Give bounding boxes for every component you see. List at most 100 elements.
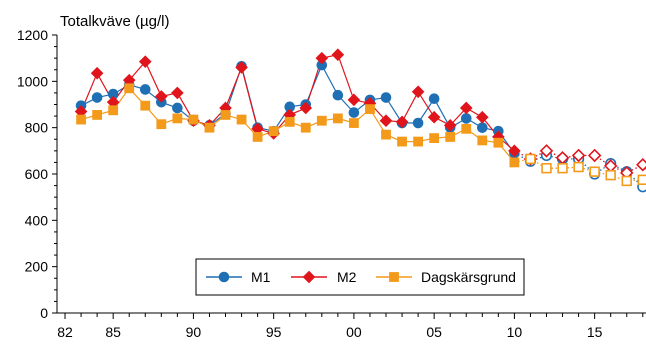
x-tick-label: 85 xyxy=(105,324,121,340)
series-2-point xyxy=(445,132,456,142)
series-2-point xyxy=(397,136,407,147)
series-0-point xyxy=(428,93,440,105)
series-1-point xyxy=(475,110,489,124)
legend-item-2: Dagskärsgrund xyxy=(376,269,516,285)
series-0-point xyxy=(348,107,360,118)
series-2-point xyxy=(573,161,584,173)
series-2-point xyxy=(76,114,86,125)
series-2-point xyxy=(204,122,215,133)
series-1-point xyxy=(90,66,104,80)
x-tick-label: 82 xyxy=(57,324,73,340)
series-2-point xyxy=(332,113,343,124)
series-2-point xyxy=(156,119,167,130)
series-2-point xyxy=(349,118,359,128)
series-2-point xyxy=(389,272,399,282)
series-2-point xyxy=(637,174,646,185)
series-1-point xyxy=(508,144,521,158)
x-tick-label: 15 xyxy=(587,324,603,340)
series-2-point xyxy=(413,136,424,147)
x-tick-label: 90 xyxy=(186,324,202,340)
series-1-point xyxy=(539,144,554,158)
x-tick-label: 10 xyxy=(507,324,523,340)
series-1-point xyxy=(587,148,602,163)
series-1-point xyxy=(411,85,425,99)
series-1-point xyxy=(571,148,586,163)
chart-title: Totalkväve (µg/l) xyxy=(60,13,170,30)
series-2-point xyxy=(365,104,375,115)
legend-label: M1 xyxy=(251,269,271,285)
legend-label: Dagskärsgrund xyxy=(421,269,516,285)
series-2-point xyxy=(236,114,247,125)
series-0-point xyxy=(476,122,488,133)
axes: 0 200 400 600 800 1000 1200 82 85 90 95 00 05 10 15 xyxy=(17,27,646,340)
series-0-point xyxy=(139,84,151,95)
series-2-point xyxy=(381,129,391,140)
series-1-point xyxy=(459,101,473,115)
series-2-point xyxy=(477,135,488,146)
series-2-point xyxy=(525,153,536,165)
y-tick-label: 600 xyxy=(25,166,49,182)
series-0-point xyxy=(91,92,103,103)
plot-area xyxy=(74,48,646,193)
y-tick-label: 1200 xyxy=(17,27,48,43)
series-2-point xyxy=(509,157,520,168)
series-0-point xyxy=(332,89,344,101)
y-tick-label: 400 xyxy=(25,212,49,228)
series-1-point xyxy=(379,114,393,128)
series-1-lines xyxy=(80,54,646,174)
series-2-point xyxy=(220,110,231,120)
series-2-point xyxy=(92,110,103,120)
legend-item-1: M2 xyxy=(291,269,357,285)
legend-item-0: M1 xyxy=(206,269,271,285)
series-0-point xyxy=(460,113,472,124)
series-1-point xyxy=(331,48,345,61)
series-2-markers xyxy=(76,83,646,187)
series-1-point xyxy=(427,110,441,124)
series-2-line-solid xyxy=(80,87,515,163)
series-1-point xyxy=(171,86,184,100)
series-2-point xyxy=(493,137,504,148)
y-tick-label: 800 xyxy=(25,120,49,136)
series-2-point xyxy=(188,114,199,125)
y-tick-label: 200 xyxy=(25,259,49,275)
series-2-point xyxy=(605,169,616,181)
series-1-point xyxy=(443,119,457,132)
series-2-point xyxy=(140,100,151,111)
series-1-point xyxy=(315,51,329,65)
series-2-point xyxy=(108,105,119,116)
series-2-point xyxy=(252,132,263,142)
series-1-line-solid xyxy=(80,54,515,152)
series-2-point xyxy=(172,113,183,124)
series-2-point xyxy=(124,83,135,94)
y-tick-label: 0 xyxy=(40,305,48,321)
series-2-point xyxy=(589,166,600,177)
series-1-point xyxy=(347,93,361,107)
series-1-point xyxy=(636,158,646,172)
series-0-line-solid xyxy=(80,63,515,154)
series-1-point xyxy=(155,90,168,103)
x-tick-label: 00 xyxy=(346,324,362,340)
series-2-point xyxy=(557,163,568,174)
series-2-point xyxy=(429,133,440,143)
legend: M1 M2 Dagskärsgrund xyxy=(195,258,525,296)
series-2-point xyxy=(284,116,295,127)
legend-box xyxy=(195,258,525,296)
series-2-point xyxy=(461,123,472,134)
x-tick-label: 05 xyxy=(426,324,442,340)
x-tick-label: 95 xyxy=(266,324,282,340)
series-0-point xyxy=(218,271,230,283)
series-2-point xyxy=(316,115,327,126)
series-2-point xyxy=(621,175,632,187)
series-2-point xyxy=(268,126,279,137)
series-1-point xyxy=(302,270,316,284)
series-0-point xyxy=(380,92,392,103)
y-tick-label: 1000 xyxy=(17,73,48,89)
series-0-point xyxy=(412,117,424,129)
series-2-point xyxy=(541,163,552,174)
series-2-point xyxy=(300,122,311,133)
series-0-point xyxy=(172,102,183,114)
series-group xyxy=(74,48,646,193)
series-1-point xyxy=(395,115,409,129)
legend-label: M2 xyxy=(337,269,357,285)
